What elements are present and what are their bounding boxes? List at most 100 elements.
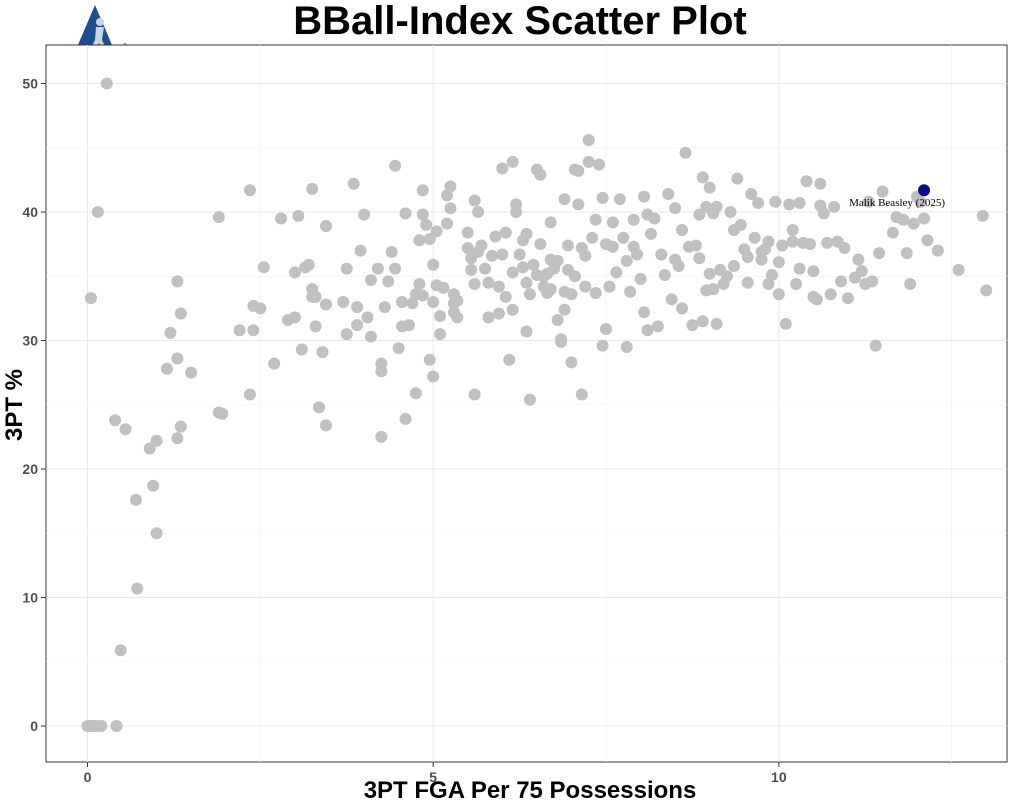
data-point — [817, 207, 830, 220]
data-point — [440, 217, 453, 230]
data-point — [416, 289, 429, 302]
data-point — [506, 266, 519, 279]
data-point — [444, 180, 457, 193]
data-point — [520, 276, 533, 289]
data-point — [838, 242, 851, 255]
data-point — [769, 195, 782, 208]
data-point — [603, 280, 616, 293]
data-point — [91, 206, 104, 219]
data-point — [313, 401, 326, 414]
data-point — [409, 387, 422, 400]
data-point — [185, 366, 198, 379]
x-tick-label: 5 — [429, 769, 437, 785]
data-point — [389, 159, 402, 172]
data-point — [506, 303, 519, 316]
data-point — [288, 266, 301, 279]
data-point — [216, 407, 229, 420]
data-point — [420, 218, 433, 231]
data-point — [558, 193, 571, 206]
data-point — [110, 720, 123, 733]
data-point — [340, 328, 353, 341]
data-point — [555, 335, 568, 348]
data-point — [358, 208, 371, 221]
data-point — [171, 352, 184, 365]
data-point — [475, 239, 488, 252]
data-point — [631, 248, 644, 261]
data-point — [461, 226, 474, 239]
data-point — [320, 220, 333, 233]
data-point — [254, 302, 267, 315]
data-point — [354, 244, 367, 257]
data-point — [503, 353, 516, 366]
data-point — [551, 254, 564, 267]
data-point — [952, 263, 965, 276]
data-point — [399, 412, 412, 425]
data-point — [620, 254, 633, 267]
data-point — [558, 303, 571, 316]
y-axis-title: 3PT % — [1, 369, 28, 441]
data-point — [824, 288, 837, 301]
data-point — [520, 227, 533, 240]
data-point — [651, 320, 664, 333]
data-point — [171, 432, 184, 445]
data-point — [731, 172, 744, 185]
data-point — [150, 434, 163, 447]
data-point — [430, 225, 443, 238]
data-point — [921, 234, 934, 247]
data-point — [392, 342, 405, 355]
x-axis-title: 3PT FGA Per 75 Possessions — [364, 777, 697, 804]
data-point — [655, 248, 668, 261]
data-point — [527, 258, 540, 271]
data-point — [468, 278, 481, 290]
data-point — [499, 226, 512, 239]
data-point — [423, 353, 436, 366]
data-point — [676, 224, 689, 237]
data-point — [696, 171, 709, 184]
data-point — [869, 339, 882, 352]
data-point — [931, 244, 944, 257]
data-point — [620, 340, 633, 353]
data-point — [772, 256, 785, 269]
data-point — [451, 311, 464, 324]
highlight-label: Malik Beasley (2025) — [849, 197, 945, 209]
data-point — [371, 262, 384, 275]
data-point — [306, 290, 319, 303]
data-point — [351, 301, 364, 314]
data-point — [482, 276, 495, 289]
data-point — [582, 155, 595, 168]
data-point — [762, 278, 775, 290]
data-point — [776, 239, 789, 252]
highlight-layer: Malik Beasley (2025) — [849, 184, 945, 209]
data-point — [119, 423, 132, 436]
x-tick-label: 0 — [84, 769, 92, 785]
data-point — [444, 202, 457, 215]
data-point — [109, 414, 122, 427]
data-point — [855, 265, 868, 278]
data-point — [589, 213, 602, 226]
data-point — [703, 181, 716, 194]
data-point — [572, 164, 585, 177]
data-point — [976, 209, 989, 222]
data-point — [306, 182, 319, 195]
data-point — [672, 260, 685, 273]
data-point — [434, 310, 447, 323]
data-point — [638, 306, 651, 319]
data-point — [748, 231, 761, 244]
data-point — [309, 320, 322, 333]
data-point — [385, 245, 398, 258]
data-point — [131, 582, 144, 595]
grid — [46, 45, 1007, 762]
data-point — [544, 283, 557, 296]
data-point — [772, 288, 785, 301]
y-tick-label: 0 — [30, 718, 38, 734]
data-point — [468, 388, 481, 401]
data-point — [582, 134, 595, 147]
data-point — [803, 238, 816, 251]
data-point — [257, 261, 270, 274]
data-point — [886, 226, 899, 239]
data-point — [427, 258, 440, 271]
data-point — [351, 319, 364, 332]
data-point — [320, 419, 333, 432]
data-point — [268, 357, 281, 370]
